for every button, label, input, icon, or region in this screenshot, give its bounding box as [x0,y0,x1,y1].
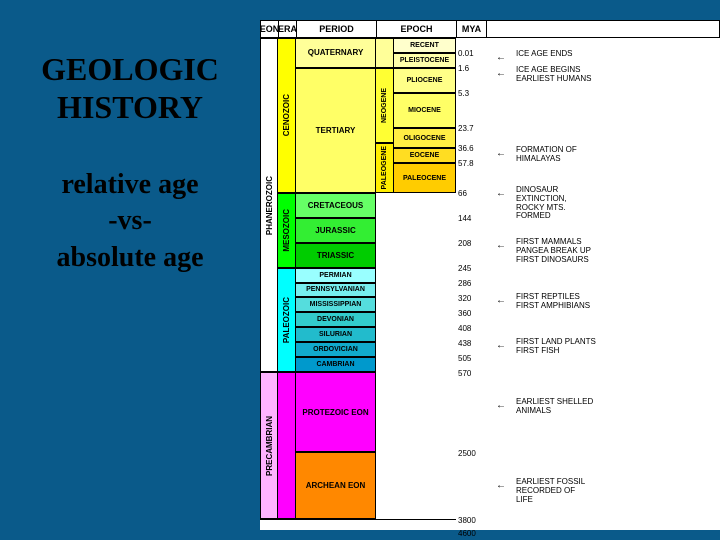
arrow-icon: ← [496,188,506,199]
epoch-cell: PALEOCENE [394,163,456,193]
header-row: EON ERA PERIOD EPOCH MYA [260,20,720,38]
title-line-1: GEOLOGIC [41,50,219,88]
header-eon: EON [261,21,279,37]
subtitle-line-1: relative age [57,167,204,203]
mya-value: 5.3 [458,89,469,98]
epoch-cell: RECENT [394,38,456,53]
era-cell [278,372,296,519]
arrow-icon: ← [496,400,506,411]
main-title: GEOLOGIC HISTORY [41,50,219,127]
arrow-icon: ← [496,480,506,491]
period-cell: PERMIAN [296,268,376,283]
mya-value: 4600 [458,529,476,538]
period-cell: TRIASSIC [296,243,376,268]
subtitle-line-2: -vs- [57,203,204,239]
epoch-cell: PLIOCENE [394,68,456,93]
period-cell: CRETACEOUS [296,193,376,218]
arrow-icon: ← [496,68,506,79]
eon-cell: PRECAMBRIAN [261,372,278,519]
event-label: ICE AGE BEGINSEARLIEST HUMANS [516,66,591,84]
mya-value: 66 [458,189,467,198]
mya-value: 3800 [458,516,476,525]
epoch-column: RECENTPLEISTOCENEPLIOCENEMIOCENEOLIGOCEN… [394,38,456,520]
event-label: FIRST LAND PLANTSFIRST FISH [516,338,596,356]
header-era: ERA [279,21,297,37]
subtitle-line-3: absolute age [57,240,204,276]
era-cell: CENOZOIC [278,38,296,193]
epoch-sub-blank [376,38,394,68]
title-line-2: HISTORY [41,88,219,126]
mya-value: 360 [458,309,471,318]
period-cell: JURASSIC [296,218,376,243]
era-label: MESOZOIC [282,209,291,252]
mya-value: 570 [458,369,471,378]
period-cell: MISSISSIPPIAN [296,297,376,312]
period-cell: SILURIAN [296,327,376,342]
header-mya: MYA [457,21,487,37]
arrow-icon: ← [496,52,506,63]
event-label: FORMATION OFHIMALAYAS [516,146,577,164]
event-label: EARLIEST SHELLEDANIMALS [516,398,593,416]
epoch-cell: OLIGOCENE [394,128,456,148]
timeline-body: PHANEROZOIC PRECAMBRIAN CENOZOIC MESOZOIC P… [260,38,720,520]
subepoch-cell: PALEOGENE [376,143,394,193]
mya-value: 438 [458,339,471,348]
period-cell: TERTIARY [296,68,376,193]
mya-column: 0.01 1.6 5.3 23.7 36.6 57.8 66 144 208 245 286 320 3… [456,38,496,520]
era-label: CENOZOIC [282,94,291,136]
event-label: FIRST MAMMALSPANGEA BREAK UPFIRST DINOSA… [516,238,591,264]
subepoch-label: PALEOGENE [381,146,388,189]
event-label: FIRST REPTILESFIRST AMPHIBIANS [516,293,590,311]
epoch-cell: EOCENE [394,148,456,163]
arrow-icon: ← [496,240,506,251]
subtitle: relative age -vs- absolute age [57,167,204,276]
header-epoch: EPOCH [377,21,457,37]
eon-column: PHANEROZOIC PRECAMBRIAN [260,38,278,520]
arrow-icon: ← [496,295,506,306]
mya-value: 245 [458,264,471,273]
mya-value: 36.6 [458,144,474,153]
left-panel: GEOLOGIC HISTORY relative age -vs- absol… [0,0,260,540]
period-cell: ORDOVICIAN [296,342,376,357]
epoch-cell: PLEISTOCENE [394,53,456,68]
mya-value: 320 [458,294,471,303]
period-cell: PROTEZOIC EON [296,372,376,452]
mya-value: 408 [458,324,471,333]
header-period: PERIOD [297,21,377,37]
event-label: EARLIEST FOSSILRECORDED OFLIFE [516,478,585,504]
eon-cell: PHANEROZOIC [261,38,278,372]
geologic-timescale-chart: EON ERA PERIOD EPOCH MYA PHANEROZOIC PREC… [260,20,720,530]
period-column: QUATERNARYTERTIARYCRETACEOUSJURASSICTRIA… [296,38,376,520]
epoch-sub-column: NEOGENE PALEOGENE [376,38,394,520]
mya-value: 505 [458,354,471,363]
mya-value: 0.01 [458,49,474,58]
era-cell: MESOZOIC [278,193,296,268]
events-column: ← ICE AGE ENDS ← ICE AGE BEGINSEARLIEST HUM… [496,38,716,520]
event-label: ICE AGE ENDS [516,50,572,59]
period-cell: QUATERNARY [296,38,376,68]
mya-value: 1.6 [458,64,469,73]
era-label: PALEOZOIC [282,297,291,343]
epoch-cell: MIOCENE [394,93,456,128]
era-column: CENOZOIC MESOZOIC PALEOZOIC [278,38,296,520]
arrow-icon: ← [496,340,506,351]
era-cell: PALEOZOIC [278,268,296,373]
subepoch-cell: NEOGENE [376,68,394,143]
eon-label: PHANEROZOIC [265,176,274,235]
period-cell: PENNSYLVANIAN [296,283,376,298]
arrow-icon: ← [496,148,506,159]
period-cell: DEVONIAN [296,312,376,327]
period-cell: ARCHEAN EON [296,452,376,519]
eon-label: PRECAMBRIAN [265,416,274,476]
mya-value: 23.7 [458,124,474,133]
mya-value: 208 [458,239,471,248]
mya-value: 2500 [458,449,476,458]
subepoch-label: NEOGENE [381,88,388,123]
mya-value: 57.8 [458,159,474,168]
event-label: DINOSAUREXTINCTION,ROCKY MTS.FORMED [516,186,567,221]
period-cell: CAMBRIAN [296,357,376,372]
mya-value: 286 [458,279,471,288]
mya-value: 144 [458,214,471,223]
